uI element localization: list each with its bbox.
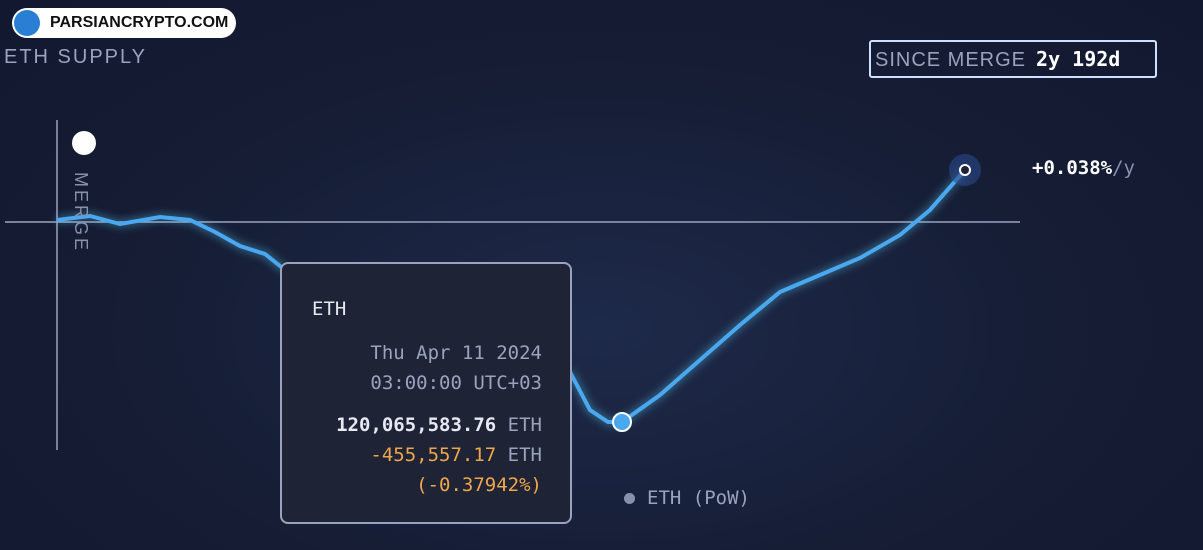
tooltip-unit: ETH (507, 414, 542, 436)
end-point (959, 164, 971, 176)
end-rate: +0.038%/y (1032, 157, 1135, 179)
rate-value: +0.038% (1032, 157, 1113, 179)
title: ETH SUPPLY (4, 46, 147, 68)
hover-point (612, 412, 632, 432)
tooltip-asset: ETH (312, 298, 347, 320)
tooltip-unit: ETH (507, 444, 542, 466)
tooltip: ETH Thu Apr 11 2024 03:00:00 UTC+03 120,… (280, 262, 572, 524)
range-button[interactable]: SINCE MERGE 2y 192d (869, 40, 1157, 78)
legend[interactable]: ETH (PoW) (624, 487, 750, 509)
tooltip-change-pct: (-0.37942%) (416, 474, 542, 496)
merge-label: MERGE (71, 172, 91, 254)
panda-icon (72, 131, 96, 155)
watermark-text: PARSIANCRYPTO.COM (50, 14, 229, 31)
tooltip-supply: 120,065,583.76 (336, 414, 497, 436)
range-label: SINCE MERGE (875, 49, 1027, 71)
tooltip-time: 03:00:00 UTC+03 (370, 372, 542, 394)
tooltip-change: -455,557.17 (370, 444, 497, 466)
watermark: PARSIANCRYPTO.COM (12, 8, 237, 38)
range-value: 2y 192d (1036, 47, 1121, 71)
tooltip-date: Thu Apr 11 2024 (370, 342, 542, 364)
rate-unit: /y (1112, 157, 1135, 179)
supply-line (56, 168, 967, 424)
legend-text: ETH (PoW) (647, 487, 750, 509)
